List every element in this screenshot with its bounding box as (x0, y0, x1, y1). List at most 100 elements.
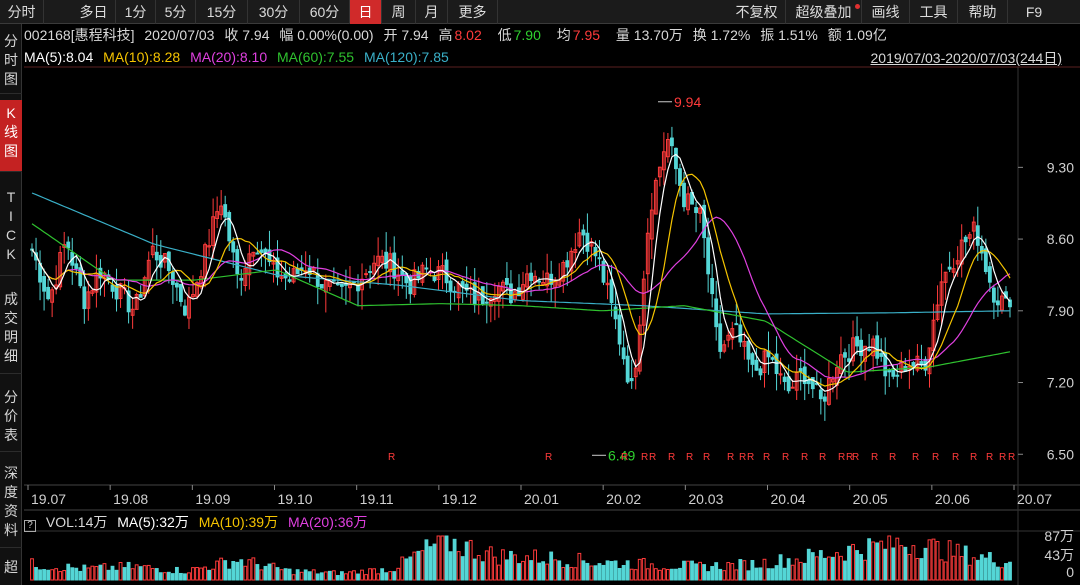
candle-up (251, 251, 256, 257)
volume-axis-label: 87万 (1044, 528, 1074, 544)
x-tick-label: 19.07 (31, 491, 66, 507)
candle-down (484, 301, 489, 304)
tab-multiday[interactable]: 多日 (72, 0, 116, 24)
no-adjust-button[interactable]: 不复权 (728, 0, 786, 24)
high-price: 8.02 (454, 27, 482, 43)
tab-5min[interactable]: 5分 (156, 0, 196, 24)
candle-up (573, 249, 578, 253)
volume-bar (460, 556, 465, 581)
candle-down (227, 212, 232, 242)
side-tab-kline[interactable]: K 线 图 (0, 100, 22, 172)
volume-bar (315, 573, 320, 581)
candle-up (649, 209, 654, 240)
ma60-legend: MA(60):7.55 (277, 49, 355, 65)
candle-up (191, 294, 195, 298)
candle-down (82, 286, 87, 310)
volume-bar (335, 575, 340, 581)
candle-down (179, 283, 183, 302)
candle-down (98, 267, 103, 279)
volume-bar (947, 540, 952, 581)
y-tick-label: 8.60 (1047, 231, 1074, 247)
volume-bar (364, 574, 368, 581)
candle-down (875, 335, 880, 359)
side-tab-super[interactable]: 超 (4, 559, 18, 575)
tab-monthly[interactable]: 月 (416, 0, 448, 24)
volume-bar (746, 570, 751, 581)
ma10-line (31, 173, 1011, 387)
high-label: 高 (438, 27, 453, 43)
volume-bar (641, 557, 646, 581)
candle-up (726, 334, 731, 341)
side-tab-deep-info[interactable]: 深 度 资 料 (0, 460, 22, 548)
volume-bar (191, 567, 195, 581)
help-button[interactable]: 帮助 (958, 0, 1008, 24)
super-overlay-button[interactable]: 超级叠加 (786, 0, 862, 24)
candle-down (509, 283, 513, 304)
volume-bar (420, 550, 425, 581)
tab-1min[interactable]: 1分 (116, 0, 156, 24)
tab-weekly[interactable]: 周 (382, 0, 416, 24)
candle-up (50, 289, 55, 303)
tab-60min[interactable]: 60分 (300, 0, 350, 24)
volume-bar (553, 559, 558, 581)
more-menu[interactable]: 更多 (448, 0, 498, 24)
side-tab-trade-detail[interactable]: 成 交 明 细 (0, 286, 22, 374)
volume-bar (702, 564, 707, 581)
super-overlay-label: 超级叠加 (795, 4, 852, 20)
volume-bar (569, 566, 574, 581)
draw-line-button[interactable]: 画线 (862, 0, 910, 24)
candle-down (991, 287, 996, 303)
volume-bar (859, 553, 863, 581)
volume-settings-icon[interactable]: ? (24, 520, 36, 532)
volume-bar (589, 565, 594, 581)
candle-down (843, 352, 847, 358)
side-tab-tick[interactable]: T I C K (0, 184, 22, 276)
candle-down (710, 277, 715, 295)
volume-bar (818, 550, 823, 581)
ma120-legend: MA(120):7.85 (363, 49, 449, 65)
candle-up (376, 255, 381, 267)
right-issue-marker: R (747, 452, 754, 463)
volume-axis-label: 43万 (1044, 547, 1074, 563)
side-tab-price-table[interactable]: 分 价 表 (0, 384, 22, 452)
candle-down (287, 279, 292, 282)
right-issue-marker: R (970, 452, 977, 463)
volume-bar (179, 572, 183, 581)
open-price: 开 7.94 (383, 27, 429, 43)
tools-button[interactable]: 工具 (910, 0, 958, 24)
volume-bar (734, 569, 739, 581)
y-tick-label: 9.30 (1047, 159, 1074, 175)
candle-up (279, 276, 284, 279)
tab-15min[interactable]: 15分 (196, 0, 248, 24)
volume-bar (319, 572, 324, 581)
change-pct: 幅 0.00%(0.00) (279, 27, 374, 43)
date-range-label[interactable]: 2019/07/03-2020/07/03(244日) (870, 50, 1062, 66)
tab-daily[interactable]: 日 (350, 0, 382, 24)
tab-30min[interactable]: 30分 (248, 0, 300, 24)
candle-up (959, 239, 964, 265)
volume-bar (86, 567, 91, 581)
period-toolbar: 分时 多日 1分 5分 15分 30分 60分 日 周 月 更多 不复权 超级叠… (0, 0, 1080, 24)
volume-bar (110, 565, 115, 581)
volume-bar (605, 560, 610, 581)
volume-bar (295, 569, 300, 581)
tab-timeshare[interactable]: 分时 (0, 0, 44, 24)
volume-bar (830, 556, 835, 581)
volume-bar (887, 535, 892, 581)
candle-down (392, 252, 397, 279)
volume-bar (432, 543, 437, 581)
volume-bar (247, 559, 252, 581)
candle-down (384, 251, 389, 269)
candle-down (66, 241, 71, 249)
candle-up (851, 337, 855, 362)
avg-price: 7.95 (572, 27, 601, 43)
volume-bar (786, 558, 791, 581)
vol-value: VOL:14万 (45, 514, 108, 530)
f9-button[interactable]: F9 (1025, 4, 1043, 20)
candle-down (895, 374, 900, 377)
volume-bar (682, 560, 686, 581)
volume-bar (923, 547, 928, 581)
side-tab-timeshare[interactable]: 分 时 图 (0, 28, 22, 94)
right-issue-marker: R (912, 452, 919, 463)
